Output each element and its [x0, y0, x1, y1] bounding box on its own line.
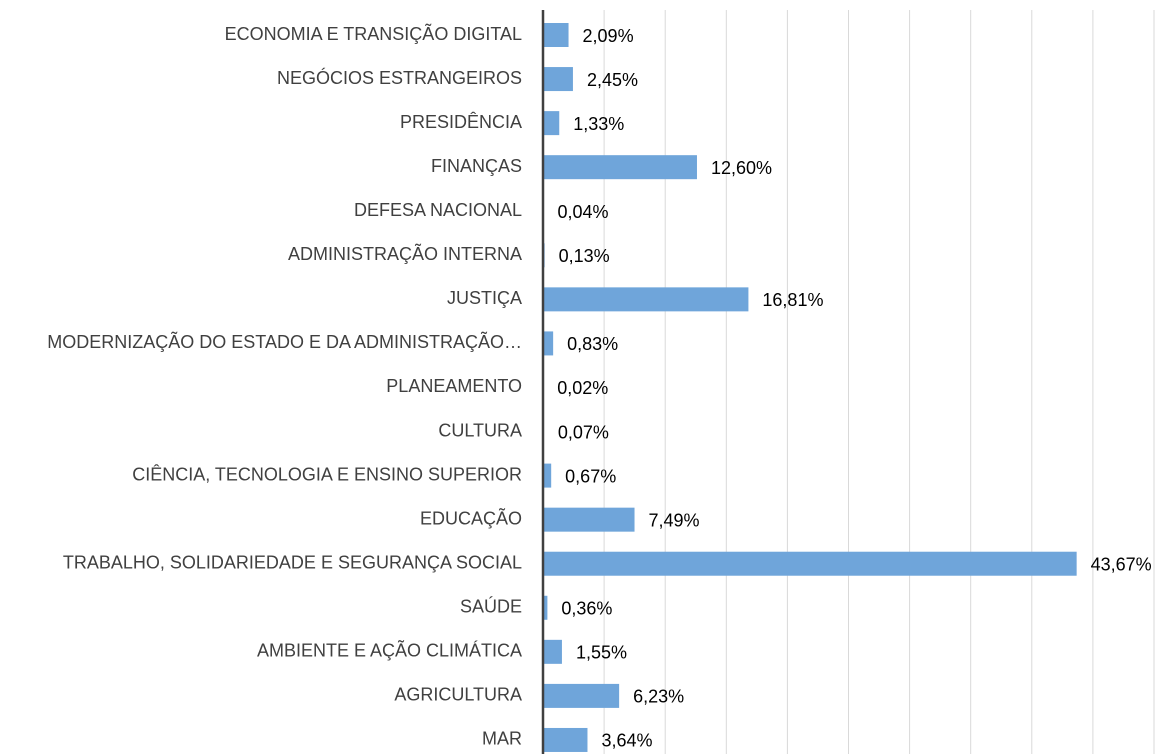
data-label: 0,07% [558, 422, 609, 442]
bar [543, 727, 588, 752]
bar [543, 287, 749, 312]
data-label: 3,64% [601, 731, 652, 751]
bar [543, 683, 620, 708]
category-label: TRABALHO, SOLIDARIEDADE E SEGURANÇA SOCI… [63, 552, 522, 572]
category-label: SAÚDE [460, 596, 522, 617]
category-label: CIÊNCIA, TECNOLOGIA E ENSINO SUPERIOR [132, 464, 522, 484]
data-label: 7,49% [649, 510, 700, 530]
category-label: FINANÇAS [431, 156, 522, 176]
bar [543, 595, 548, 620]
bar [543, 507, 635, 532]
category-label: AGRICULTURA [394, 685, 522, 705]
category-label: NEGÓCIOS ESTRANGEIROS [277, 67, 522, 88]
bar [543, 155, 697, 180]
data-label: 1,55% [576, 643, 627, 663]
data-label: 0,83% [567, 334, 618, 354]
data-label: 0,02% [557, 378, 608, 398]
category-label: AMBIENTE E AÇÃO CLIMÁTICA [257, 640, 522, 661]
bar [543, 67, 573, 92]
category-label: PLANEAMENTO [386, 376, 522, 396]
category-label: DEFESA NACIONAL [354, 200, 522, 220]
data-label: 43,67% [1091, 554, 1152, 574]
bar [543, 551, 1077, 576]
category-label: MODERNIZAÇÃO DO ESTADO E DA ADMINISTRAÇÃ… [47, 331, 522, 352]
data-label: 6,23% [633, 687, 684, 707]
data-label: 2,09% [583, 26, 634, 46]
category-label: JUSTIÇA [447, 288, 522, 308]
category-label: EDUCAÇÃO [420, 507, 522, 528]
bar [543, 331, 554, 356]
category-label: PRESIDÊNCIA [400, 112, 522, 132]
data-label: 0,67% [565, 466, 616, 486]
bar [543, 23, 569, 47]
data-label: 0,36% [561, 599, 612, 619]
bar [543, 463, 552, 488]
bar [543, 639, 562, 664]
data-label: 1,33% [573, 114, 624, 134]
data-label: 0,04% [557, 202, 608, 222]
category-label: MAR [482, 729, 522, 749]
data-label: 0,13% [559, 246, 610, 266]
data-label: 2,45% [587, 70, 638, 90]
category-label: ECONOMIA E TRANSIÇÃO DIGITAL [225, 23, 522, 44]
data-label: 16,81% [762, 290, 823, 310]
category-label: CULTURA [438, 420, 522, 440]
category-label: ADMINISTRAÇÃO INTERNA [288, 243, 522, 264]
data-label: 12,60% [711, 158, 772, 178]
bar [543, 111, 560, 136]
